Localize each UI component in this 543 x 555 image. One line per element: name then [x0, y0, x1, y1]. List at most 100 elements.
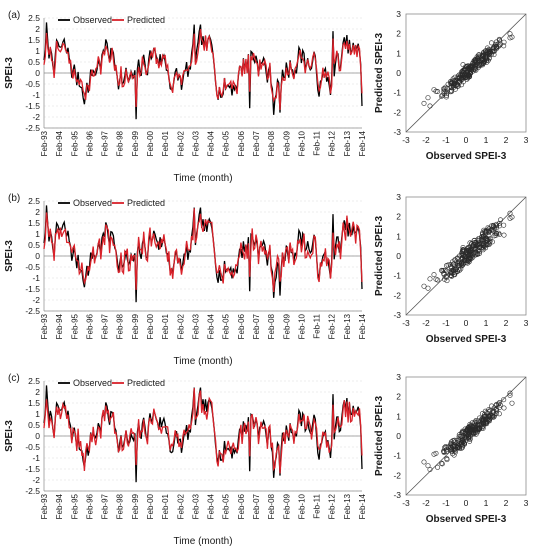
y-tick-label: 1 — [396, 48, 401, 58]
scatter-point — [501, 232, 507, 238]
scatter-point — [493, 231, 499, 237]
scatter-point — [507, 392, 513, 398]
x-tick-label: Feb-03 — [191, 493, 200, 519]
scatter-point — [507, 390, 513, 396]
scatter-point — [444, 457, 450, 463]
y-tick-label: -2 — [32, 475, 40, 485]
y-tick-label: -2.5 — [25, 306, 40, 316]
x-tick-label: Feb-93 — [40, 313, 49, 339]
legend-label-observed: Observed — [73, 198, 112, 208]
scatter-point — [476, 52, 482, 58]
x-axis-title: Observed SPEI-3 — [426, 334, 507, 345]
x-tick-label: 3 — [524, 318, 529, 328]
y-tick-label: 2 — [396, 212, 401, 222]
x-tick-label: Feb-05 — [222, 493, 231, 519]
x-tick-label: Feb-12 — [328, 493, 337, 519]
x-tick-label: Feb-96 — [85, 130, 94, 156]
x-tick-label: -3 — [402, 318, 410, 328]
y-tick-label: -1.5 — [25, 101, 40, 111]
scatter-point — [443, 267, 449, 273]
legend-label-observed: Observed — [73, 378, 112, 388]
x-tick-label: Feb-13 — [343, 313, 352, 339]
scatter-point — [421, 283, 427, 289]
scatter-panel: -3-3 -2 -2 -1 -1 0 0 1 1 2 2 3 3 Observed SPEI-3 Predi… — [374, 9, 529, 162]
scatter-point — [496, 220, 502, 226]
x-tick-label: Feb-03 — [191, 313, 200, 339]
scatter-point — [494, 408, 500, 414]
scatter-point — [452, 439, 458, 445]
scatter-point — [425, 285, 431, 291]
scatter-point — [475, 55, 481, 61]
scatter-point — [441, 86, 447, 92]
y-tick-label: -0.5 — [25, 262, 40, 272]
scatter-point — [449, 448, 455, 454]
scatter-point — [474, 241, 480, 247]
scatter-point — [453, 82, 459, 88]
x-tick-label: 2 — [504, 135, 509, 145]
scatter-point — [451, 271, 457, 277]
y-tick-label: 1.5 — [28, 35, 40, 45]
scatter-point — [427, 276, 433, 282]
scatter-point — [480, 57, 486, 63]
x-tick-label: Feb-96 — [85, 493, 94, 519]
x-tick-label: Feb-94 — [55, 493, 64, 519]
x-tick-label: Feb-10 — [297, 313, 306, 339]
scatter-point — [455, 443, 461, 449]
scatter-point — [435, 464, 441, 470]
x-tick-label: Feb-12 — [328, 313, 337, 339]
y-tick-label: -1 — [32, 273, 40, 283]
scatter-point — [483, 236, 489, 242]
x-tick-label: Feb-97 — [101, 493, 110, 519]
scatter-point — [466, 245, 472, 251]
scatter-point — [425, 95, 431, 101]
x-tick-label: Feb-02 — [176, 313, 185, 339]
y-tick-label: 0.5 — [28, 240, 40, 250]
scatter-point — [501, 405, 507, 411]
x-tick-label: Feb-98 — [116, 313, 125, 339]
x-tick-label: Feb-99 — [131, 130, 140, 156]
scatter-point — [486, 233, 492, 239]
x-tick-label: Feb-05 — [222, 313, 231, 339]
y-tick-label: -1 — [393, 88, 401, 98]
scatter-point — [489, 239, 495, 245]
scatter-point — [441, 449, 447, 455]
x-tick-label: Feb-01 — [161, 130, 170, 156]
scatter-point — [455, 73, 461, 79]
y-tick-label: -1.5 — [25, 284, 40, 294]
scatter-point — [481, 421, 487, 427]
y-tick-label: 0.5 — [28, 420, 40, 430]
x-tick-label: -3 — [402, 135, 410, 145]
scatter-point — [448, 442, 454, 448]
scatter-point — [447, 262, 453, 268]
x-tick-label: Feb-98 — [116, 493, 125, 519]
x-tick-label: Feb-07 — [252, 313, 261, 339]
x-tick-label: Feb-94 — [55, 130, 64, 156]
scatter-point — [480, 240, 486, 246]
y-tick-label: -0.5 — [25, 442, 40, 452]
x-tick-label: Feb-06 — [237, 313, 246, 339]
scatter-point — [448, 89, 454, 95]
x-tick-label: Feb-97 — [101, 130, 110, 156]
scatter-point — [466, 249, 472, 255]
scatter-point — [443, 263, 449, 269]
scatter-point — [494, 401, 500, 407]
scatter-point — [459, 82, 465, 88]
scatter-point — [490, 227, 496, 233]
y-tick-label: 3 — [396, 9, 401, 19]
y-tick-label: -3 — [393, 490, 401, 500]
scatter-point — [501, 397, 507, 403]
x-tick-label: Feb-09 — [282, 493, 291, 519]
panel-label: (b) — [8, 193, 20, 204]
scatter-point — [470, 243, 476, 249]
x-tick-label: Feb-01 — [161, 313, 170, 339]
scatter-point — [471, 424, 477, 430]
x-tick-label: 1 — [484, 318, 489, 328]
scatter-point — [433, 276, 439, 282]
scatter-point — [459, 69, 465, 75]
x-tick-label: -3 — [402, 498, 410, 508]
y-tick-label: -2 — [393, 290, 401, 300]
scatter-point — [496, 411, 502, 417]
x-tick-label: Feb-09 — [282, 130, 291, 156]
y-tick-label: 0.5 — [28, 57, 40, 67]
scatter-point — [484, 242, 490, 248]
